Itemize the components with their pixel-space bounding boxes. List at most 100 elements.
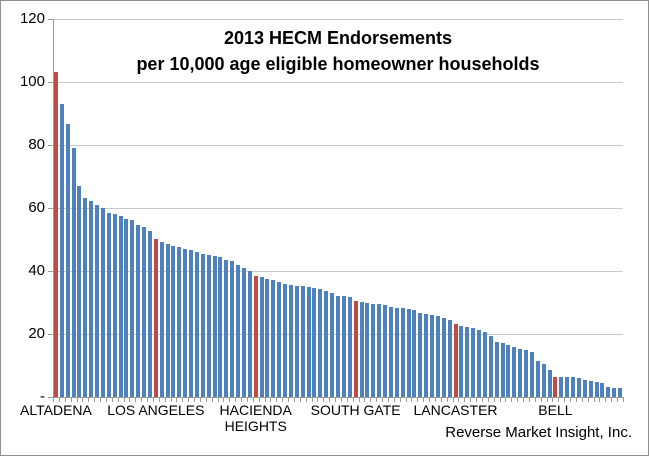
bar [336,296,340,397]
x-axis-tick [481,397,483,402]
x-axis-tick [323,397,325,402]
bar [159,242,164,397]
y-axis-tick-100 [48,81,53,83]
bar [177,247,182,397]
x-axis-tick [105,397,107,402]
bar [506,345,511,397]
x-axis-tick [335,397,337,402]
x-axis-tick [464,397,466,402]
bar [559,377,564,397]
bar [424,314,429,397]
y-axis-line [53,18,54,397]
bar-highlighted [553,377,558,397]
x-axis-tick [423,397,425,402]
x-axis-tick [493,397,495,402]
bar [518,349,523,397]
x-axis-tick [552,397,554,402]
bar [430,315,435,397]
bar [241,268,246,397]
x-axis-tick [611,397,613,402]
bar [206,255,211,397]
x-axis-tick [246,397,248,402]
bar [83,198,88,397]
x-axis-tick [129,397,131,402]
x-axis-label-hacienda-heights: HACIENDA HEIGHTS [219,402,292,434]
x-axis-line [53,397,623,398]
bar [277,282,282,397]
x-axis-tick [417,397,419,402]
x-axis-tick [487,397,489,402]
x-axis-tick [311,397,313,402]
bar [400,308,405,397]
x-axis-tick [570,397,572,402]
x-axis-label-lancaster: LANCASTER [413,402,498,418]
x-axis-tick [111,397,113,402]
x-axis-tick [429,397,431,402]
bar [306,287,311,397]
x-axis-tick [517,397,519,402]
x-axis-tick [94,397,96,402]
x-axis-tick [82,397,84,402]
x-axis-tick [158,397,160,402]
bar [465,327,470,397]
x-axis-tick [376,397,378,402]
bar [100,208,105,397]
y-axis-label-20: 20 [28,324,45,342]
bar [89,201,94,397]
x-axis-tick [470,397,472,402]
bar [494,342,499,397]
bar [571,377,576,397]
gridline-100 [53,81,623,83]
gridline-80 [53,144,623,146]
bar [383,305,387,397]
x-axis-tick [540,397,542,402]
x-axis-tick [511,397,513,402]
chart-title-line2: per 10,000 age eligible homeowner househ… [136,54,540,74]
x-axis-tick [346,397,348,402]
bar [612,388,617,397]
bar [347,297,352,397]
bar-highlighted [453,324,458,397]
y-axis-label-0: - [40,388,45,405]
bar [271,280,276,397]
bar [230,261,235,397]
x-axis-tick [194,397,196,402]
gridline-60 [53,207,623,209]
x-axis-tick [329,397,331,402]
x-axis-tick [587,397,589,402]
x-axis-tick [170,397,172,402]
x-axis-tick [317,397,319,402]
x-axis-tick [340,397,342,402]
bar [300,286,305,397]
x-axis-tick [605,397,607,402]
gridline-120 [53,18,623,20]
bar [412,310,417,397]
bar [294,286,299,397]
bar [371,304,376,397]
x-axis-tick [364,397,366,402]
bar [171,246,176,397]
bar [529,352,534,397]
bar [606,387,611,397]
bar [218,257,223,397]
x-axis-tick [188,397,190,402]
x-axis-tick [258,397,260,402]
x-axis-tick [199,397,201,402]
x-axis-tick [440,397,442,402]
bar [136,225,141,397]
x-axis-tick [617,397,619,402]
x-axis-tick [205,397,207,402]
x-axis-tick [352,397,354,402]
bar [447,320,452,397]
bar [535,361,540,397]
x-axis-tick [152,397,154,402]
x-axis-tick [117,397,119,402]
x-axis-tick [434,397,436,402]
y-axis-label-60: 60 [28,198,45,216]
bar [71,148,76,397]
bar [183,249,188,397]
x-axis-tick [217,397,219,402]
bar [500,343,505,397]
bar [435,316,440,397]
x-axis-tick [235,397,237,402]
